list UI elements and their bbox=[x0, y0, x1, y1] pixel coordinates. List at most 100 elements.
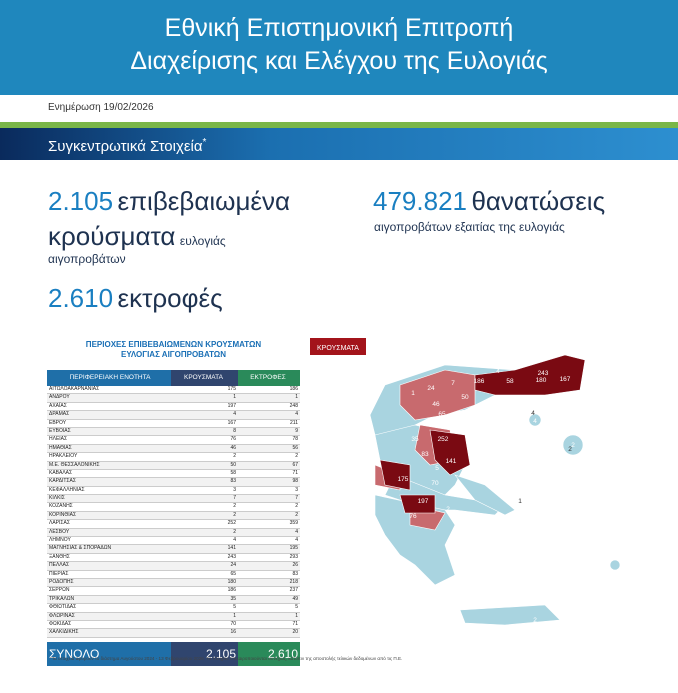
region: ΚΑΡΔΙΤΣΑΣ bbox=[49, 478, 76, 485]
note: ευλογιάς bbox=[179, 234, 226, 248]
note: αιγοπροβάτων bbox=[48, 252, 126, 266]
table-row: ΚΟΖΑΝΗΣ 2 2 bbox=[47, 503, 300, 512]
cases: 141 bbox=[227, 545, 236, 552]
map-label: 4 bbox=[533, 418, 537, 425]
table-row: ΚΙΛΚΙΣ 7 7 bbox=[47, 495, 300, 504]
header: Εθνική Επιστημονική Επιτροπή Διαχείρισης … bbox=[0, 0, 678, 95]
table-row: ΑΧΑΪΑΣ 197 248 bbox=[47, 402, 300, 412]
map-label: 175 bbox=[398, 476, 409, 483]
cases: 2 bbox=[233, 511, 236, 518]
outbreaks: 5 bbox=[295, 604, 298, 611]
region: ΗΜΑΘΙΑΣ bbox=[49, 444, 72, 451]
region: ΛΑΡΙΣΑΣ bbox=[49, 520, 70, 527]
outbreaks: 359 bbox=[289, 520, 298, 527]
region: ΚΕΦΑΛΛΗΝΙΑΣ bbox=[49, 486, 85, 493]
severe-area bbox=[379, 354, 586, 514]
table-row: ΠΕΛΛΑΣ 24 26 bbox=[47, 562, 300, 571]
outbreaks: 4 bbox=[295, 528, 298, 535]
cases: 50 bbox=[230, 461, 236, 468]
table-row: ΗΡΑΚΛΕΙΟΥ 2 2 bbox=[47, 453, 300, 462]
cases: 83 bbox=[230, 478, 236, 485]
table-row: ΧΑΛΚΙΔΙΚΗΣ 16 20 bbox=[47, 629, 300, 638]
map: ΚΡΟΥΣΜΑΤΑ 243 4 186 58 180 167 24 7 1 46… bbox=[310, 338, 621, 626]
cases: 24 bbox=[230, 562, 236, 569]
cases: 2 bbox=[233, 453, 236, 460]
map-label: 141 bbox=[446, 458, 457, 465]
number: 2.105 bbox=[48, 186, 114, 216]
cases: 180 bbox=[227, 578, 236, 585]
text: ΠΕΡΙΟΧΕΣ ΕΠΙΒΕΒΑΙΩΜΕΝΩΝ ΚΡΟΥΣΜΑΤΩΝ bbox=[85, 340, 262, 349]
map-label: 70 bbox=[431, 480, 439, 487]
table-row: ΛΗΜΝΟΥ 4 4 bbox=[47, 537, 300, 546]
map-label: 24 bbox=[427, 385, 435, 392]
footnote: *Τα στοιχεία αφορούν το διάστημα Αυγούστ… bbox=[50, 656, 403, 661]
outbreaks: 26 bbox=[292, 562, 298, 569]
outbreaks: 195 bbox=[289, 545, 298, 552]
map-label: 2 bbox=[446, 506, 450, 513]
cases: 252 bbox=[227, 520, 236, 527]
outbreaks: 218 bbox=[289, 578, 298, 585]
section-title: Συγκεντρωτικά Στοιχεία bbox=[48, 138, 203, 155]
map-label: 50 bbox=[461, 394, 469, 401]
table-row: ΦΛΩΡΙΝΑΣ 1 1 bbox=[47, 612, 300, 621]
map-label: 167 bbox=[560, 376, 571, 383]
region: ΣΕΡΡΩΝ bbox=[49, 587, 70, 594]
cases: 76 bbox=[230, 436, 236, 443]
table-row: ΛΕΣΒΟΥ 2 4 bbox=[47, 528, 300, 538]
table: ΠΕΡΙΟΧΕΣ ΕΠΙΒΕΒΑΙΩΜΕΝΩΝ ΚΡΟΥΣΜΑΤΩΝ ΕΥΛΟΓΙ… bbox=[47, 340, 300, 666]
cases: 4 bbox=[233, 537, 236, 544]
map-label: 2 bbox=[571, 442, 575, 449]
outbreaks: 2 bbox=[295, 503, 298, 510]
outbreaks: 49 bbox=[292, 595, 298, 602]
outbreaks: 293 bbox=[289, 553, 298, 560]
cases: 2 bbox=[233, 528, 236, 535]
outbreaks: 67 bbox=[292, 461, 298, 468]
cases: 1 bbox=[233, 394, 236, 401]
outbreaks: 98 bbox=[292, 478, 298, 485]
table-row: ΗΜΑΘΙΑΣ 46 56 bbox=[47, 444, 300, 454]
total-outbreaks: 2.610 bbox=[238, 641, 300, 666]
region: ΑΧΑΪΑΣ bbox=[49, 402, 67, 409]
label: θανατώσεις bbox=[471, 186, 606, 216]
outbreaks: 2 bbox=[295, 511, 298, 518]
table-row: ΑΙΤΩΛΟΑΚΑΡΝΑΝΙΑΣ 175 186 bbox=[47, 386, 300, 395]
outbreaks: 56 bbox=[292, 444, 298, 451]
total-label: ΣΥΝΟΛΟ bbox=[47, 641, 171, 666]
title: Διαχείρισης και Ελέγχου της Ευλογιάς bbox=[130, 47, 548, 75]
region: ΚΟΡΙΝΘΙΑΣ bbox=[49, 511, 77, 518]
update-date: Ενημέρωση 19/02/2026 bbox=[48, 102, 154, 113]
region: ΕΥΒΟΙΑΣ bbox=[49, 427, 71, 434]
outbreaks: 3 bbox=[295, 486, 298, 493]
number: 2.610 bbox=[48, 283, 114, 313]
table-row: ΚΑΒΑΛΑΣ 58 71 bbox=[47, 469, 300, 479]
table-header: ΠΕΡΙΦΕΡΕΙΑΚΗ ΕΝΟΤΗΤΑ ΚΡΟΥΣΜΑΤΑ ΕΚΤΡΟΦΕΣ bbox=[47, 370, 300, 386]
table-row: ΠΙΕΡΙΑΣ 65 83 bbox=[47, 570, 300, 579]
table-body: ΑΙΤΩΛΟΑΚΑΡΝΑΝΙΑΣ 175 186 ΑΝΔΡΟΥ 1 1 ΑΧΑΪΑΣ 197 2… bbox=[47, 386, 300, 638]
table-row: ΛΑΡΙΣΑΣ 252 359 bbox=[47, 520, 300, 529]
map-label: 16 bbox=[473, 405, 481, 412]
map-label: 2 bbox=[533, 617, 537, 624]
map-label: 46 bbox=[432, 401, 440, 408]
map-labels: 243 4 186 58 180 167 24 7 1 46 50 16 65 … bbox=[371, 368, 575, 624]
label: κρούσματα bbox=[48, 221, 176, 251]
table-row: ΚΑΡΔΙΤΣΑΣ 83 98 bbox=[47, 478, 300, 487]
cases: 243 bbox=[227, 553, 236, 560]
table-title: ΠΕΡΙΟΧΕΣ ΕΠΙΒΕΒΑΙΩΜΕΝΩΝ ΚΡΟΥΣΜΑΤΩΝ ΕΥΛΟΓΙ… bbox=[47, 340, 300, 360]
label: εκτροφές bbox=[117, 283, 223, 313]
map-label: 35 bbox=[411, 436, 419, 443]
outbreaks: 237 bbox=[289, 587, 298, 594]
outbreaks: 71 bbox=[292, 620, 298, 627]
region: ΠΕΛΛΑΣ bbox=[49, 562, 70, 569]
region: ΦΘΙΩΤΙΔΑΣ bbox=[49, 604, 77, 611]
table-row: Μ.Ε. ΘΕΣΣΑΛΟΝΙΚΗΣ 50 67 bbox=[47, 461, 300, 470]
map-label: 4 bbox=[531, 410, 535, 417]
region: ΦΛΩΡΙΝΑΣ bbox=[49, 612, 75, 619]
cases: 58 bbox=[230, 469, 236, 476]
total-row: ΣΥΝΟΛΟ 2.105 2.610 bbox=[47, 641, 300, 666]
legend-box bbox=[310, 338, 366, 355]
table-row: ΔΡΑΜΑΣ 4 4 bbox=[47, 411, 300, 420]
text: ΕΥΛΟΓΙΑΣ ΑΙΓΟΠΡΟΒΑΤΩΝ bbox=[120, 350, 226, 359]
map-label: 76 bbox=[409, 513, 417, 520]
map-label: 1 bbox=[518, 498, 522, 505]
outbreaks: 1 bbox=[295, 394, 298, 401]
